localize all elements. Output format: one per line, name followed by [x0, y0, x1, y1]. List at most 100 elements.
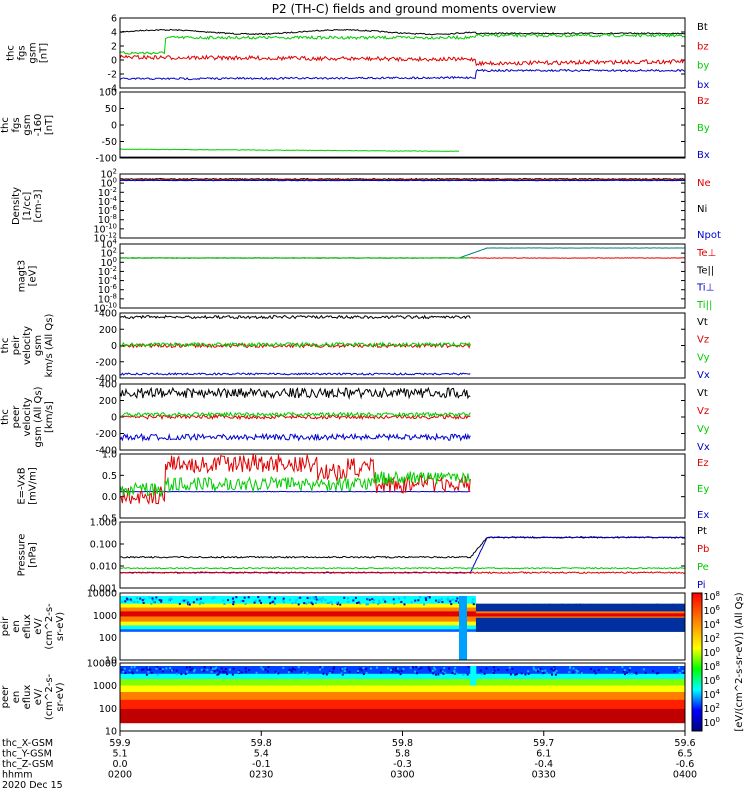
heatmap-noise	[235, 596, 238, 599]
y-tick-label: 10000	[87, 659, 117, 670]
heatmap-noise	[536, 670, 539, 673]
y-tick-label: 10000	[87, 589, 117, 600]
heatmap-noise	[202, 602, 205, 605]
heatmap-band	[120, 629, 685, 633]
heatmap-noise	[635, 672, 638, 675]
panel-data	[120, 148, 685, 158]
vx-line	[120, 432, 471, 442]
heatmap-noise	[357, 669, 360, 672]
legend-entry: Pt	[697, 526, 707, 537]
heatmap-noise	[375, 666, 378, 669]
heatmap-noise	[471, 601, 474, 604]
legend-entry: Vz	[697, 406, 709, 417]
heatmap-noise	[291, 602, 294, 605]
heatmap-noise	[621, 666, 624, 669]
heatmap-noise	[679, 671, 682, 674]
heatmap-noise	[356, 602, 359, 605]
ex-line	[120, 490, 471, 493]
panel-frame	[119, 91, 686, 159]
heatmap-noise	[328, 601, 331, 604]
heatmap-noise	[315, 598, 318, 601]
heatmap-noise	[197, 598, 200, 601]
heatmap-noise	[289, 669, 292, 672]
heatmap-noise	[180, 673, 183, 676]
heatmap-noise	[300, 670, 303, 673]
heatmap-noise	[258, 599, 261, 602]
heatmap-noise	[409, 666, 412, 669]
heatmap-noise	[129, 598, 132, 601]
heatmap-noise	[232, 603, 235, 606]
x-tick-label: 0400	[673, 770, 697, 781]
heatmap-noise	[389, 669, 392, 672]
heatmap-noise	[262, 668, 265, 671]
heatmap-noise	[345, 668, 348, 671]
heatmap-noise	[626, 671, 629, 674]
heatmap-noise	[193, 670, 196, 673]
heatmap-noise	[391, 668, 394, 671]
heatmap-noise	[527, 672, 530, 675]
heatmap-noise	[307, 601, 310, 604]
heatmap-noise	[282, 597, 285, 600]
heatmap-noise	[541, 673, 544, 676]
heatmap-noise	[365, 603, 368, 606]
heatmap-noise	[150, 602, 153, 605]
heatmap-noise	[140, 668, 143, 671]
heatmap-band	[120, 596, 685, 605]
heatmap-noise	[274, 670, 277, 673]
y-tick-label: -2	[108, 70, 117, 81]
y-axis-label: magt3[eV]	[17, 260, 39, 293]
heatmap-noise	[184, 672, 187, 675]
heatmap-noise	[294, 601, 297, 604]
heatmap-band	[120, 603, 685, 609]
colorbar-tick: 104	[703, 688, 720, 701]
heatmap-noise	[642, 668, 645, 671]
legend-entry: Ti||	[696, 300, 712, 311]
heatmap-noise	[231, 673, 234, 676]
heatmap-noise	[321, 597, 324, 600]
heatmap-noise	[309, 597, 312, 600]
heatmap-noise	[185, 666, 188, 669]
heatmap-noise	[128, 669, 131, 672]
heatmap-noise	[220, 667, 223, 670]
heatmap-noise	[589, 667, 592, 670]
heatmap-noise	[629, 667, 632, 670]
heatmap-band	[120, 673, 685, 680]
panel-frame	[119, 243, 686, 309]
y-tick-label: 400	[99, 380, 117, 391]
bz-line	[120, 54, 685, 67]
legend-entry: by	[697, 61, 709, 72]
heatmap-noise	[391, 670, 394, 673]
heatmap-noise	[371, 598, 374, 601]
heatmap-noise	[139, 597, 142, 600]
heatmap-noise	[192, 601, 195, 604]
heatmap-noise	[297, 603, 300, 606]
heatmap-noise	[348, 670, 351, 673]
x-axis-row-label: thc_Z-GSM	[2, 759, 53, 770]
x-tick-label: 59.6	[674, 738, 695, 749]
heatmap-noise	[441, 600, 444, 603]
heatmap-noise	[514, 673, 517, 676]
panel-p6: thcpeervelocitygsm (All Qs)[km/s] 400 200 0…	[0, 380, 710, 457]
heatmap-noise	[159, 667, 162, 670]
panel-p10: thcpeerenefluxeV/(cm^2-s-sr-eV) 10000 1000…	[0, 659, 686, 738]
heatmap-noise	[366, 598, 369, 601]
heatmap-noise	[576, 670, 579, 673]
heatmap-noise	[320, 599, 323, 602]
vz-line	[120, 413, 471, 421]
ni-line	[120, 177, 685, 181]
heatmap-noise	[628, 669, 631, 672]
heatmap-noise	[612, 669, 615, 672]
heatmap-noise	[141, 599, 144, 602]
heatmap-noise	[198, 602, 201, 605]
heatmap-noise	[240, 671, 243, 674]
panel-data	[120, 247, 685, 259]
heatmap-noise	[403, 603, 406, 606]
y-tick-label: -100	[95, 154, 117, 165]
y-tick-label: 10-4	[98, 274, 118, 287]
heatmap-noise	[319, 666, 322, 669]
panel-frame	[119, 173, 686, 239]
y-tick-label: -400	[95, 446, 117, 457]
heatmap-noise	[428, 596, 431, 599]
heatmap-noise	[232, 600, 235, 603]
ez-line	[120, 454, 471, 505]
